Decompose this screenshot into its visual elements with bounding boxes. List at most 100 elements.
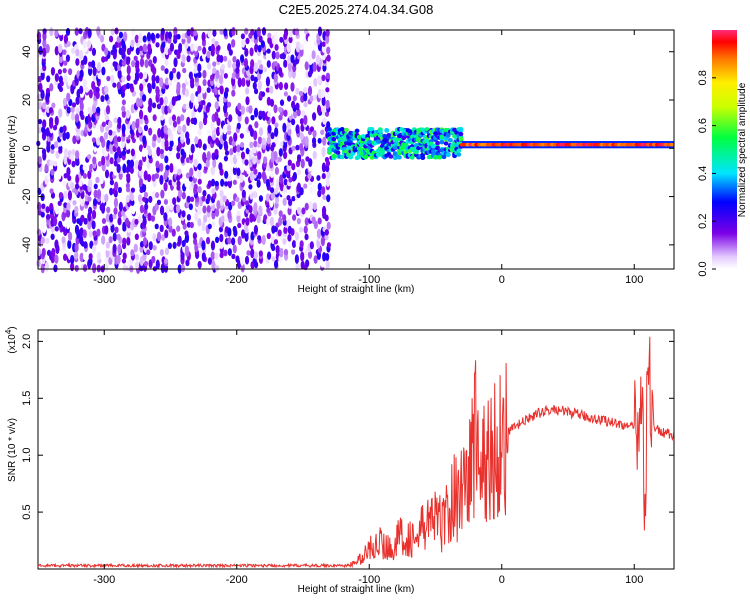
heatmap-cell bbox=[222, 124, 227, 135]
heatmap-cell bbox=[109, 143, 114, 153]
heatmap-cell bbox=[384, 128, 390, 133]
heatmap-cell bbox=[193, 183, 198, 191]
heatmap-cell bbox=[134, 159, 139, 170]
heatmap-cell bbox=[159, 249, 164, 256]
heatmap-cell bbox=[133, 55, 138, 62]
heatmap-cell bbox=[84, 199, 90, 206]
heatmap-cell bbox=[231, 72, 236, 80]
heatmap-cell bbox=[304, 248, 309, 257]
heatmap-cell bbox=[175, 204, 181, 214]
heatmap-cell bbox=[189, 167, 194, 177]
heatmap-cell bbox=[92, 263, 97, 274]
heatmap-cell bbox=[95, 91, 100, 100]
heatmap-cell bbox=[205, 158, 210, 168]
heatmap-cell bbox=[142, 155, 147, 163]
heatmap-cell bbox=[131, 204, 136, 215]
heatmap-cell bbox=[121, 210, 126, 217]
heatmap-cell bbox=[125, 109, 131, 119]
heatmap-cell bbox=[55, 150, 60, 159]
heatmap-cell bbox=[288, 176, 293, 183]
heatmap-cell bbox=[326, 46, 331, 55]
heatmap-cell bbox=[210, 251, 215, 261]
heatmap-cell bbox=[375, 139, 381, 144]
heatmap-cell bbox=[45, 43, 50, 54]
heatmap-cell bbox=[65, 209, 71, 218]
heatmap-cell bbox=[67, 190, 73, 201]
heatmap-cell bbox=[288, 242, 293, 248]
heatmap-cell bbox=[193, 158, 198, 168]
heatmap-cell bbox=[96, 228, 101, 237]
heatmap-cell bbox=[146, 32, 152, 42]
heatmap-cell bbox=[42, 28, 47, 35]
heatmap-cell bbox=[219, 239, 224, 250]
heatmap-cell bbox=[84, 87, 89, 93]
heatmap-cell bbox=[231, 62, 237, 70]
heatmap-cell bbox=[443, 141, 449, 146]
heatmap-cell bbox=[445, 152, 451, 157]
heatmap-cell bbox=[271, 256, 276, 262]
heatmap-cell bbox=[224, 180, 229, 187]
spectrogram-y-ticks: -40 -20 0 20 40 bbox=[21, 46, 674, 253]
heatmap-cell bbox=[54, 141, 59, 149]
heatmap-cell bbox=[109, 96, 114, 102]
heatmap-cell bbox=[205, 236, 211, 245]
heatmap-cell bbox=[245, 217, 250, 226]
heatmap-cell bbox=[181, 82, 186, 89]
heatmap-cell bbox=[181, 191, 186, 200]
heatmap-cell bbox=[147, 43, 152, 53]
heatmap-cell bbox=[148, 97, 153, 108]
heatmap-cell bbox=[305, 259, 310, 268]
heatmap-cell bbox=[304, 217, 309, 226]
heatmap-cell bbox=[168, 217, 173, 227]
heatmap-cell bbox=[172, 120, 178, 128]
heatmap-cell bbox=[190, 138, 195, 144]
heatmap-cell bbox=[160, 114, 165, 121]
heatmap-cell bbox=[156, 146, 161, 157]
heatmap-cell bbox=[112, 130, 117, 137]
heatmap-cell bbox=[261, 171, 266, 181]
heatmap-cell bbox=[37, 156, 42, 165]
heatmap-cell bbox=[206, 129, 211, 136]
heatmap-cell bbox=[236, 167, 241, 177]
y-tick-label: 1.5 bbox=[21, 391, 33, 406]
heatmap-cell bbox=[295, 102, 300, 111]
heatmap-cell bbox=[159, 148, 164, 155]
heatmap-cell bbox=[218, 74, 224, 85]
heatmap-cell bbox=[46, 171, 51, 180]
heatmap-cell bbox=[182, 124, 187, 133]
heatmap-cell bbox=[66, 202, 71, 211]
heatmap-cell bbox=[130, 71, 136, 81]
heatmap-cell bbox=[249, 212, 254, 223]
snr-y-ticks: 0.5 1.0 1.5 2.0 bbox=[21, 334, 674, 520]
heatmap-cell bbox=[308, 201, 314, 211]
heatmap-cell bbox=[236, 144, 241, 153]
heatmap-cell bbox=[279, 174, 284, 184]
heatmap-cell bbox=[161, 139, 166, 149]
heatmap-cell bbox=[82, 264, 88, 272]
heatmap-cell bbox=[257, 235, 262, 241]
heatmap-cell bbox=[116, 233, 121, 241]
heatmap-cell bbox=[57, 68, 62, 75]
heatmap-cell bbox=[160, 65, 165, 72]
heatmap-cell bbox=[176, 81, 181, 92]
heatmap-cell bbox=[190, 43, 195, 52]
heatmap-cell bbox=[210, 178, 216, 187]
heatmap-cell bbox=[142, 43, 148, 53]
heatmap-cell bbox=[358, 142, 364, 148]
heatmap-cell bbox=[167, 242, 172, 250]
heatmap-cell bbox=[42, 38, 47, 48]
heatmap-cell bbox=[117, 186, 122, 194]
heatmap-cell bbox=[92, 230, 97, 237]
heatmap-cell bbox=[201, 86, 206, 94]
heatmap-cell bbox=[146, 173, 152, 183]
heatmap-cell bbox=[180, 114, 185, 122]
heatmap-cell bbox=[159, 174, 164, 185]
heatmap-cell bbox=[257, 136, 263, 145]
heatmap-cell bbox=[245, 87, 250, 95]
heatmap-cell bbox=[278, 216, 283, 226]
heatmap-cell bbox=[138, 177, 144, 188]
heatmap-cell bbox=[258, 205, 263, 216]
heatmap-cell bbox=[62, 125, 67, 133]
heatmap-cell bbox=[61, 236, 66, 244]
